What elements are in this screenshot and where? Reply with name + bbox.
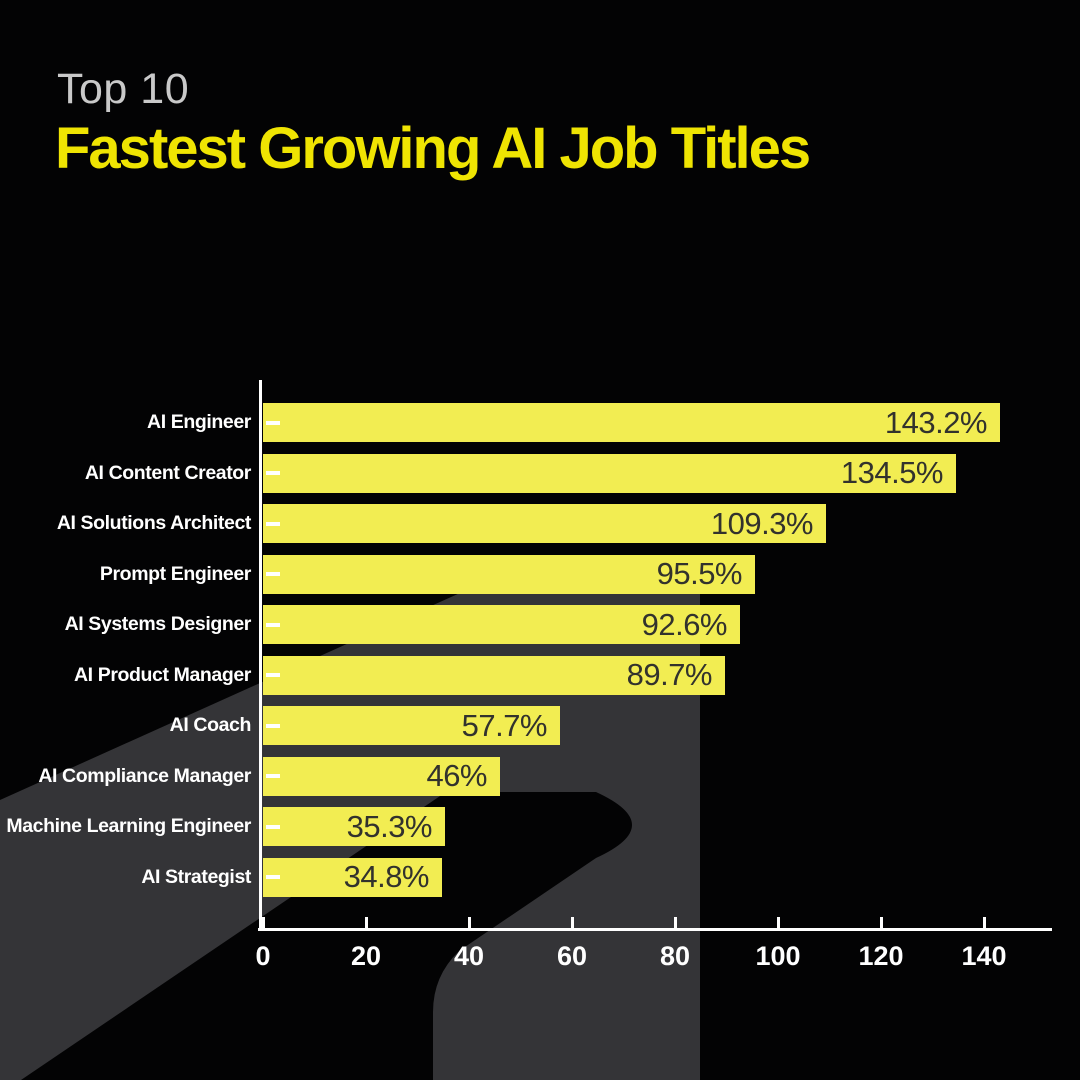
bar-value-label: 35.3% xyxy=(346,808,433,844)
x-tick-label: 20 xyxy=(350,941,382,971)
value-bar: 134.5% xyxy=(263,453,956,493)
x-tick-label: 100 xyxy=(755,941,801,971)
page-title: Fastest Growing AI Job Titles xyxy=(55,116,811,182)
value-bar: 35.3% xyxy=(263,807,445,847)
bar-row: AI Product Manager 89.7% xyxy=(0,655,1080,695)
category-tick-mark xyxy=(266,774,280,779)
x-tick-mark xyxy=(673,917,677,929)
y-axis-line xyxy=(259,380,262,931)
category-label: AI Product Manager xyxy=(74,663,251,686)
bar-row: AI Strategist 34.8% xyxy=(0,857,1080,897)
bar-value-label: 134.5% xyxy=(840,455,944,491)
value-bar: 89.7% xyxy=(263,655,725,695)
category-tick-mark xyxy=(266,875,280,880)
x-tick-mark xyxy=(364,917,368,929)
bar-row: AI Solutions Architect 109.3% xyxy=(0,504,1080,544)
bar-row: Prompt Engineer 95.5% xyxy=(0,554,1080,594)
header: Top 10 Fastest Growing AI Job Titles xyxy=(55,65,811,182)
x-axis-line xyxy=(258,928,1052,931)
category-label: AI Coach xyxy=(169,714,252,737)
x-tick-mark xyxy=(982,917,986,929)
category-label: Machine Learning Engineer xyxy=(6,815,251,838)
x-tick-mark xyxy=(467,917,471,929)
value-bar: 92.6% xyxy=(263,605,740,645)
category-tick-mark xyxy=(266,622,280,627)
x-tick-label: 120 xyxy=(858,941,904,971)
category-label: AI Systems Designer xyxy=(64,613,252,636)
category-tick-mark xyxy=(266,471,280,476)
value-bar: 34.8% xyxy=(263,857,442,897)
category-tick-mark xyxy=(266,521,280,526)
category-label: AI Strategist xyxy=(141,865,251,888)
x-tick-mark xyxy=(261,917,265,929)
x-tick-label: 40 xyxy=(453,941,485,971)
bar-value-label: 95.5% xyxy=(656,556,743,592)
x-tick-label: 0 xyxy=(255,941,271,971)
value-bar: 109.3% xyxy=(263,504,826,544)
x-tick-mark xyxy=(776,917,780,929)
category-tick-mark xyxy=(266,420,280,425)
value-bar: 46% xyxy=(263,756,500,796)
category-label: Prompt Engineer xyxy=(99,562,252,585)
bar-value-label: 143.2% xyxy=(884,404,988,440)
category-tick-mark xyxy=(266,673,280,678)
x-tick-label: 140 xyxy=(961,941,1007,971)
value-bar: 143.2% xyxy=(263,403,1000,442)
title-eyebrow: Top 10 xyxy=(57,65,190,113)
x-tick-mark xyxy=(879,917,883,929)
bar-value-label: 46% xyxy=(426,758,487,794)
value-bar: 57.7% xyxy=(263,706,560,746)
bar-row: AI Coach 57.7% xyxy=(0,706,1080,746)
x-tick-label: 80 xyxy=(659,941,691,971)
category-tick-mark xyxy=(266,572,280,577)
bar-value-label: 92.6% xyxy=(641,606,728,642)
category-tick-mark xyxy=(266,824,280,829)
bar-value-label: 89.7% xyxy=(626,657,713,693)
bar-value-label: 109.3% xyxy=(710,505,814,541)
x-tick-mark xyxy=(570,917,574,929)
bar-row: Machine Learning Engineer 35.3% xyxy=(0,807,1080,847)
value-bar: 95.5% xyxy=(263,554,755,594)
x-tick-label: 60 xyxy=(556,941,588,971)
category-label: AI Content Creator xyxy=(84,461,252,484)
bar-value-label: 34.8% xyxy=(343,859,430,895)
bar-row: AI Engineer 143.2% xyxy=(0,403,1080,442)
category-label: AI Solutions Architect xyxy=(56,512,252,535)
category-label: AI Compliance Manager xyxy=(38,764,251,787)
bar-row: AI Systems Designer 92.6% xyxy=(0,605,1080,645)
category-label: AI Engineer xyxy=(147,411,251,433)
bar-value-label: 57.7% xyxy=(461,707,548,743)
category-tick-mark xyxy=(266,723,280,728)
bar-row: AI Content Creator 134.5% xyxy=(0,453,1080,493)
bar-row: AI Compliance Manager 46% xyxy=(0,756,1080,796)
